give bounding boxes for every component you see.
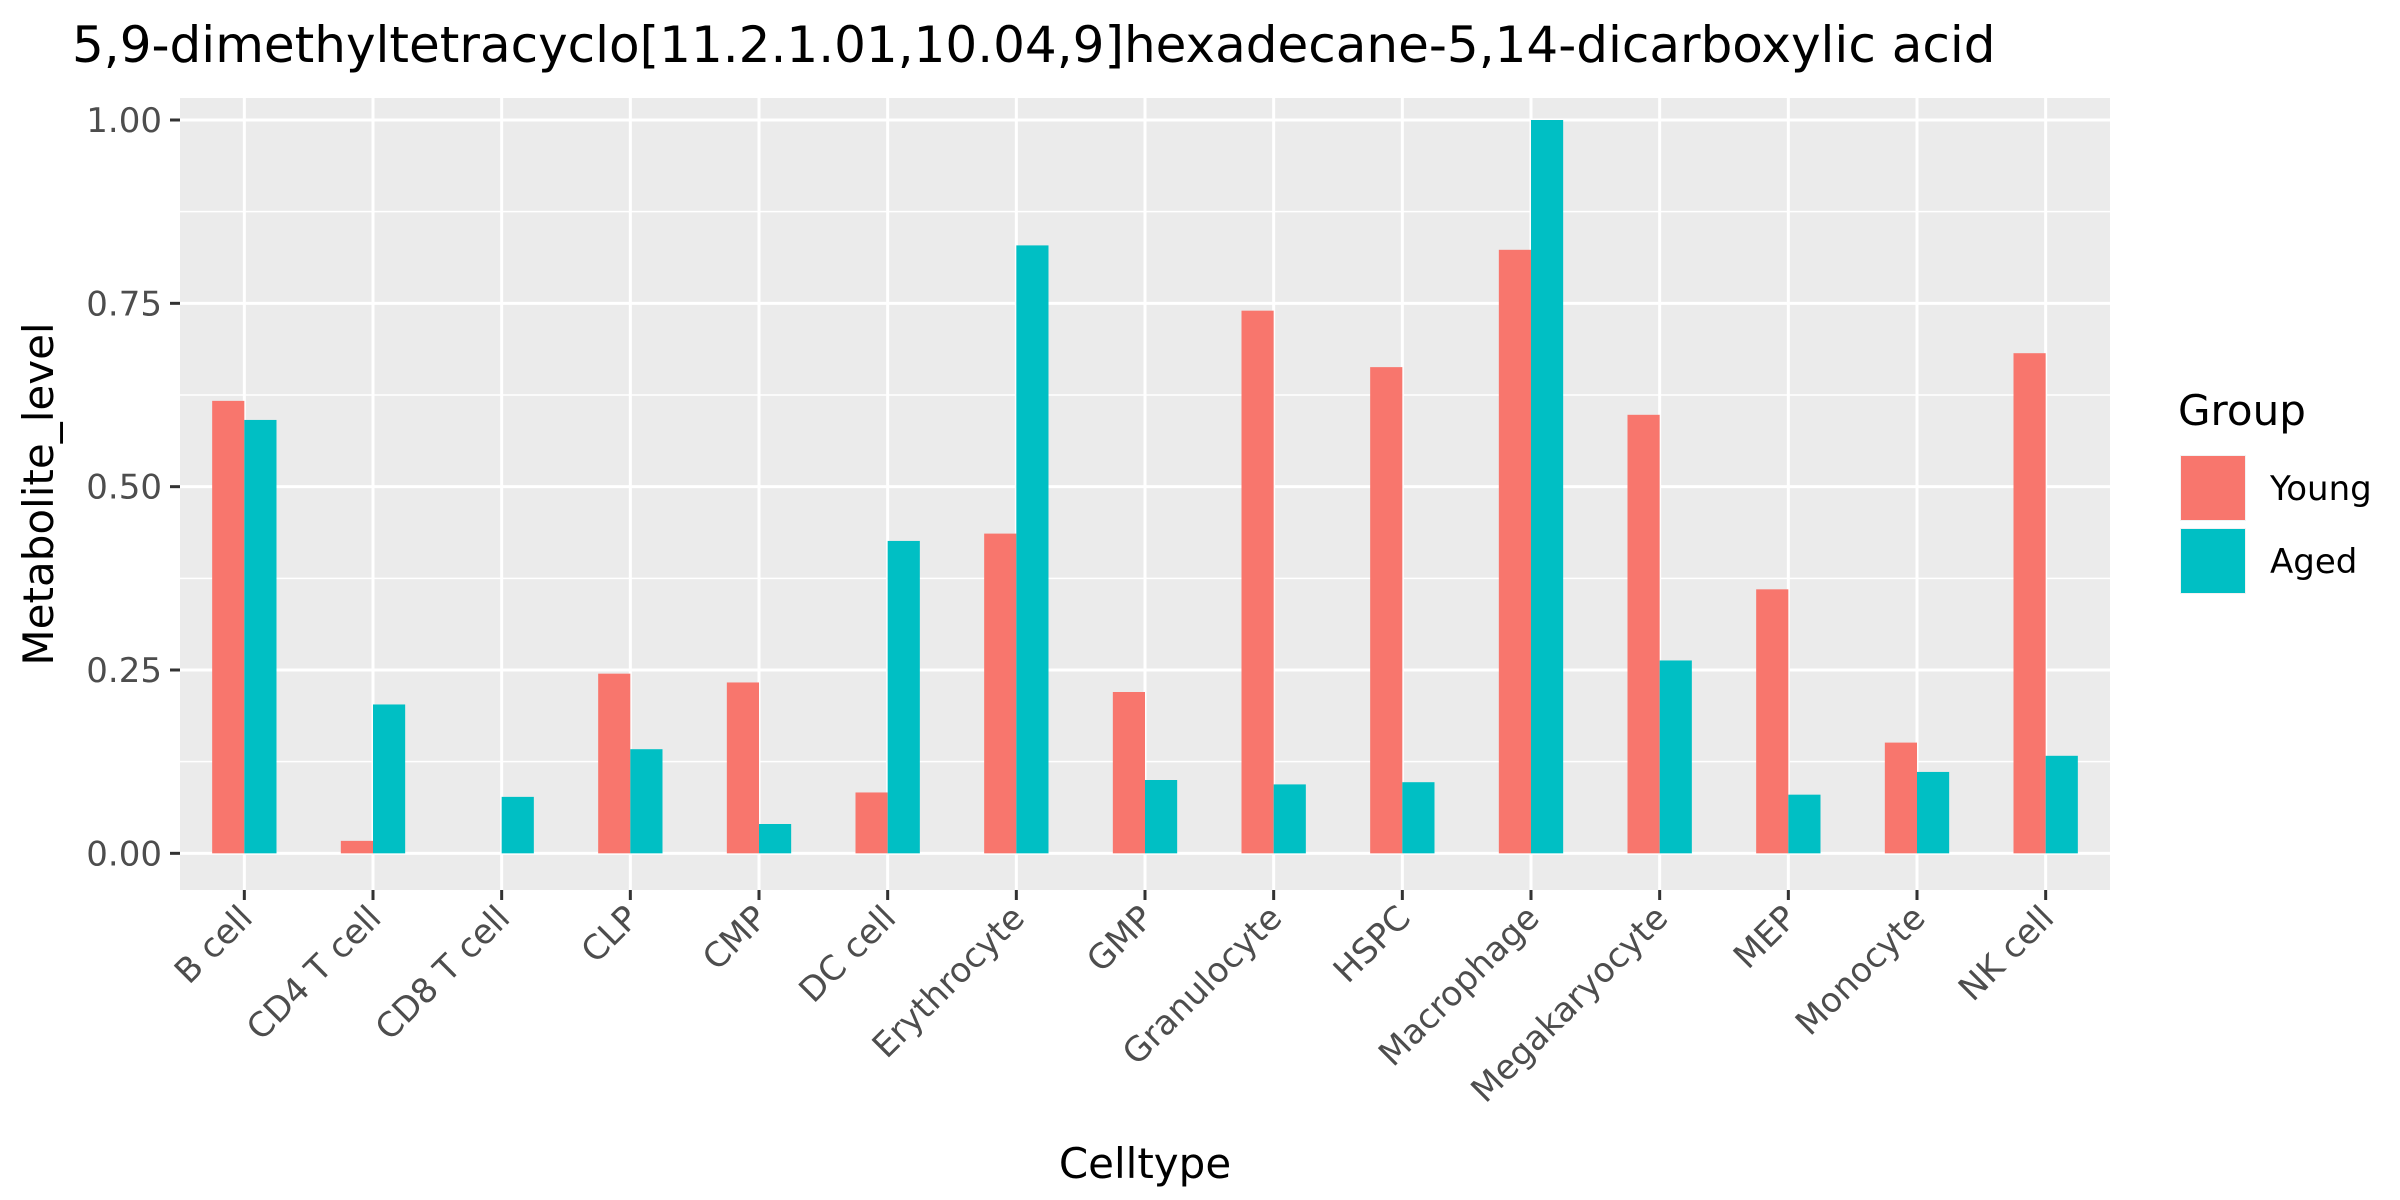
legend-key-aged [2181, 529, 2245, 593]
x-axis-title: Celltype [1059, 1139, 1231, 1188]
y-tick-label: 0.50 [86, 468, 162, 508]
chart-title: 5,9-dimethyltetracyclo[11.2.1.01,10.04,9… [72, 16, 1995, 74]
legend-label-aged: Aged [2270, 542, 2357, 582]
bar-aged-13 [1917, 771, 1950, 854]
bar-aged-3 [630, 749, 663, 854]
legend: Group Young Aged [2178, 386, 2372, 594]
bar-aged-7 [1145, 780, 1178, 854]
bar-aged-4 [759, 824, 792, 854]
bar-young-11 [1627, 414, 1660, 854]
bar-young-8 [1241, 310, 1274, 854]
y-axis-title: Metabolite_level [14, 322, 63, 665]
legend-key-young [2181, 456, 2245, 520]
bar-young-4 [726, 682, 759, 854]
bar-aged-11 [1659, 660, 1692, 854]
x-tick-label: NK cell [1951, 898, 2062, 1009]
bar-young-12 [1756, 589, 1789, 854]
x-tick-label: CMP [695, 898, 775, 978]
bar-aged-14 [2045, 755, 2078, 854]
bar-young-9 [1370, 367, 1403, 854]
x-tick-label: GMP [1079, 898, 1161, 980]
x-tick-label: B cell [167, 898, 261, 992]
bar-aged-5 [887, 540, 920, 854]
bar-young-5 [855, 792, 888, 854]
y-tick-label: 0.00 [86, 834, 162, 874]
legend-label-young: Young [2269, 469, 2372, 509]
x-tick-label: CLP [574, 898, 647, 971]
x-tick-label: CD4 T cell [239, 898, 389, 1048]
x-tick-label: Monocyte [1788, 898, 1933, 1043]
bar-young-13 [1884, 742, 1917, 854]
y-tick-label: 0.75 [86, 284, 162, 324]
bar-aged-2 [501, 796, 534, 854]
bar-young-1 [340, 840, 373, 854]
bar-young-7 [1112, 692, 1145, 854]
bar-young-14 [2013, 353, 2046, 854]
y-tick-label: 0.25 [86, 651, 162, 691]
y-tick-label: 1.00 [86, 101, 162, 141]
x-tick-label: DC cell [791, 898, 904, 1011]
bar-aged-1 [373, 704, 406, 854]
bar-marks [212, 120, 2078, 854]
bar-young-0 [212, 400, 245, 854]
bar-aged-8 [1273, 784, 1306, 854]
legend-title: Group [2178, 386, 2306, 435]
bar-young-10 [1498, 249, 1531, 854]
bar-young-6 [984, 533, 1017, 854]
x-tick-label: CD8 T cell [368, 898, 518, 1048]
bar-aged-9 [1402, 782, 1435, 854]
bar-aged-6 [1016, 245, 1049, 854]
bar-young-3 [598, 673, 631, 854]
bar-aged-10 [1531, 120, 1564, 854]
x-tick-label: HSPC [1326, 898, 1419, 991]
y-axis: 0.00 0.25 0.50 0.75 1.00 [86, 101, 180, 874]
bar-aged-12 [1788, 794, 1821, 854]
x-tick-label: MEP [1726, 898, 1805, 977]
bar-aged-0 [244, 419, 277, 854]
